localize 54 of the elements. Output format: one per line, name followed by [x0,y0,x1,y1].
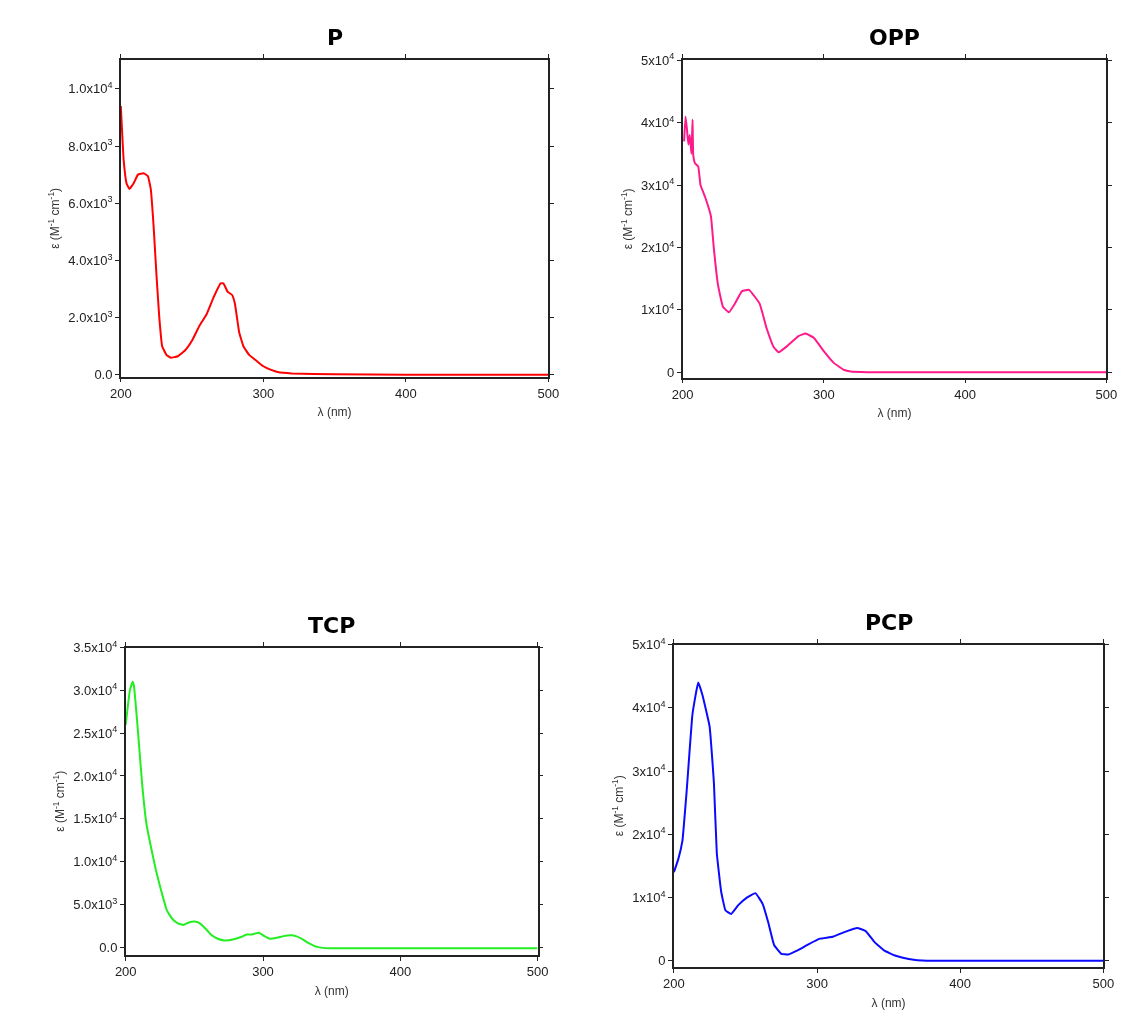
y-tick-label: 3x10$^{4}$ [632,762,666,779]
y-tick-label: 1.0x10$^{4}$ [68,79,113,97]
y-tick-label: 3.5x10$^{4}$ [73,638,118,656]
line-series [120,105,549,376]
y-tick-label: 3x10$^{4}$ [641,176,675,193]
x-tick-label: 500 [526,964,549,980]
x-tick-label: 500 [1095,386,1118,402]
x-tick-label: 300 [252,385,275,401]
line-series [683,115,1107,374]
x-tick-label: 300 [813,386,835,402]
y-tick-label: 2x10$^{4}$ [641,238,675,255]
x-tick-label: 400 [389,964,412,980]
x-tick-label: 200 [663,976,685,992]
x-tick-label: 300 [806,976,828,992]
x-tick-label: 200 [671,386,694,402]
y-tick-label: 5x10$^{4}$ [632,635,666,653]
y-tick-label: 0.0 [99,939,118,955]
chart-title: OPP [869,25,920,50]
x-tick-label: 400 [949,976,972,992]
y-tick-label: 2.0x10$^{3}$ [68,308,113,326]
y-tick-label: 1x10$^{4}$ [632,888,666,906]
chart-title: TCP [308,613,356,638]
x-tick-label: 500 [1092,976,1115,992]
x-tick-label: 200 [114,964,137,980]
y-tick-label: 4x10$^{4}$ [632,698,666,716]
y-tick-label: 4x10$^{4}$ [641,113,675,131]
y-tick-label: 4.0x10$^{3}$ [68,251,113,268]
y-tick-label: 6.0x10$^{3}$ [68,194,113,211]
y-tick-label: 3.0x10$^{4}$ [73,681,118,698]
y-tick-label: 1.5x10$^{4}$ [73,809,118,827]
y-tick-label: 5x10$^{4}$ [641,51,675,68]
y-tick-label: 8.0x10$^{3}$ [68,137,113,154]
chart-title: P [327,25,344,50]
y-tick-label: 1.0x10$^{4}$ [73,852,118,870]
x-tick-label: 300 [252,964,274,980]
x-tick-label: 200 [109,385,132,401]
y-tick-label: 2x10$^{4}$ [632,825,666,842]
y-tick-label: 2.0x10$^{4}$ [73,767,118,784]
y-tick-label: 2.5x10$^{4}$ [73,724,118,741]
chart-title: PCP [865,610,914,635]
x-axis-title: λ (nm) [871,995,906,1010]
x-tick-label: 500 [537,385,560,401]
y-tick-label: 5.0x10$^{3}$ [73,895,118,913]
y-tick-label: 1x10$^{4}$ [641,300,675,318]
y-tick-label: 0.0 [94,367,113,383]
x-axis-title: λ (nm) [314,983,349,998]
line-series [125,680,538,950]
line-series [673,681,1104,962]
x-tick-label: 400 [954,386,976,402]
y-tick-label: 0 [667,364,675,380]
x-tick-label: 400 [394,385,417,401]
x-axis-title: λ (nm) [317,405,352,420]
y-tick-label: 0 [658,953,666,969]
x-axis-title: λ (nm) [877,406,912,421]
